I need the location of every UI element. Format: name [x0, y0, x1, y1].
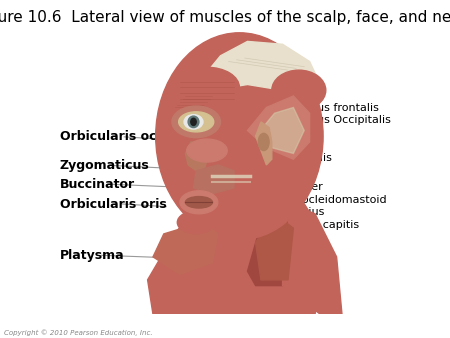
Ellipse shape [175, 67, 239, 107]
Text: Copyright © 2010 Pearson Education, Inc.: Copyright © 2010 Pearson Education, Inc. [4, 330, 153, 336]
Text: Orbicularis oculi: Orbicularis oculi [60, 130, 173, 143]
Polygon shape [248, 96, 310, 159]
Text: Zygomaticus: Zygomaticus [60, 159, 149, 172]
Text: Figure 10.6  Lateral view of muscles of the scalp, face, and neck.: Figure 10.6 Lateral view of muscles of t… [0, 10, 450, 25]
Text: Trapezius: Trapezius [273, 207, 325, 217]
Polygon shape [194, 165, 234, 194]
Polygon shape [248, 199, 302, 286]
Text: Platysma: Platysma [60, 249, 124, 262]
Ellipse shape [177, 211, 215, 234]
Polygon shape [256, 107, 304, 153]
Polygon shape [210, 159, 261, 205]
Polygon shape [148, 176, 328, 314]
Text: Sternocleidomastoid: Sternocleidomastoid [273, 195, 387, 205]
Ellipse shape [185, 197, 212, 208]
Polygon shape [256, 214, 293, 280]
Ellipse shape [191, 118, 196, 125]
Ellipse shape [156, 33, 323, 240]
Text: Splenius capitis: Splenius capitis [273, 220, 360, 230]
Polygon shape [153, 222, 218, 274]
Text: Epicranius Occipitalis: Epicranius Occipitalis [273, 116, 392, 125]
Text: Masseter: Masseter [273, 182, 323, 192]
Ellipse shape [272, 70, 326, 110]
Ellipse shape [258, 134, 269, 151]
Polygon shape [185, 142, 207, 171]
Polygon shape [202, 41, 320, 102]
Polygon shape [283, 205, 342, 314]
Polygon shape [256, 122, 272, 165]
Ellipse shape [179, 112, 214, 132]
Text: Temporalis: Temporalis [273, 153, 333, 163]
Text: Orbicularis oris: Orbicularis oris [60, 197, 166, 211]
Text: Buccinator: Buccinator [60, 178, 135, 191]
Ellipse shape [188, 116, 199, 128]
Ellipse shape [187, 139, 227, 162]
Ellipse shape [172, 106, 220, 138]
Text: Epicranius frontalis: Epicranius frontalis [273, 103, 379, 113]
Ellipse shape [180, 191, 218, 214]
Ellipse shape [184, 115, 203, 129]
